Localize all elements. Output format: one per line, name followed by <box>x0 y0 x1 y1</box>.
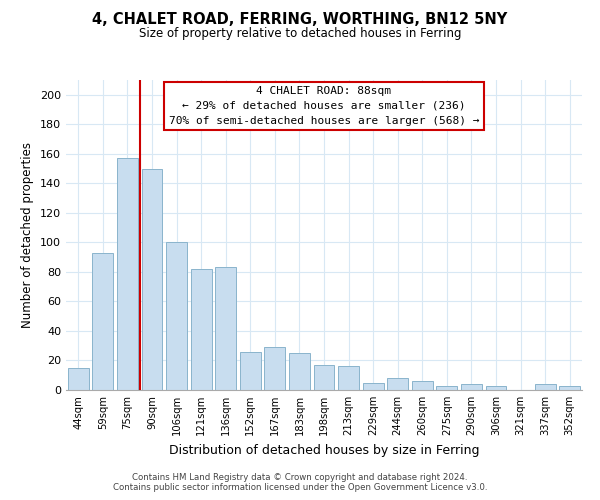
Bar <box>68 368 89 390</box>
Bar <box>289 353 310 390</box>
Bar <box>215 268 236 390</box>
Bar <box>265 347 286 390</box>
Bar <box>166 242 187 390</box>
Bar <box>461 384 482 390</box>
Bar <box>92 252 113 390</box>
Bar <box>387 378 408 390</box>
Text: Contains public sector information licensed under the Open Government Licence v3: Contains public sector information licen… <box>113 484 487 492</box>
Bar <box>240 352 261 390</box>
Text: 4 CHALET ROAD: 88sqm
← 29% of detached houses are smaller (236)
70% of semi-deta: 4 CHALET ROAD: 88sqm ← 29% of detached h… <box>169 86 479 126</box>
Bar <box>559 386 580 390</box>
X-axis label: Distribution of detached houses by size in Ferring: Distribution of detached houses by size … <box>169 444 479 456</box>
Bar <box>117 158 138 390</box>
Text: 4, CHALET ROAD, FERRING, WORTHING, BN12 5NY: 4, CHALET ROAD, FERRING, WORTHING, BN12 … <box>92 12 508 28</box>
Bar <box>142 168 163 390</box>
Bar <box>362 382 383 390</box>
Y-axis label: Number of detached properties: Number of detached properties <box>22 142 34 328</box>
Bar <box>436 386 457 390</box>
Bar <box>485 386 506 390</box>
Bar <box>314 365 334 390</box>
Text: Size of property relative to detached houses in Ferring: Size of property relative to detached ho… <box>139 28 461 40</box>
Bar <box>191 269 212 390</box>
Bar <box>338 366 359 390</box>
Bar <box>412 381 433 390</box>
Text: Contains HM Land Registry data © Crown copyright and database right 2024.: Contains HM Land Registry data © Crown c… <box>132 472 468 482</box>
Bar <box>535 384 556 390</box>
